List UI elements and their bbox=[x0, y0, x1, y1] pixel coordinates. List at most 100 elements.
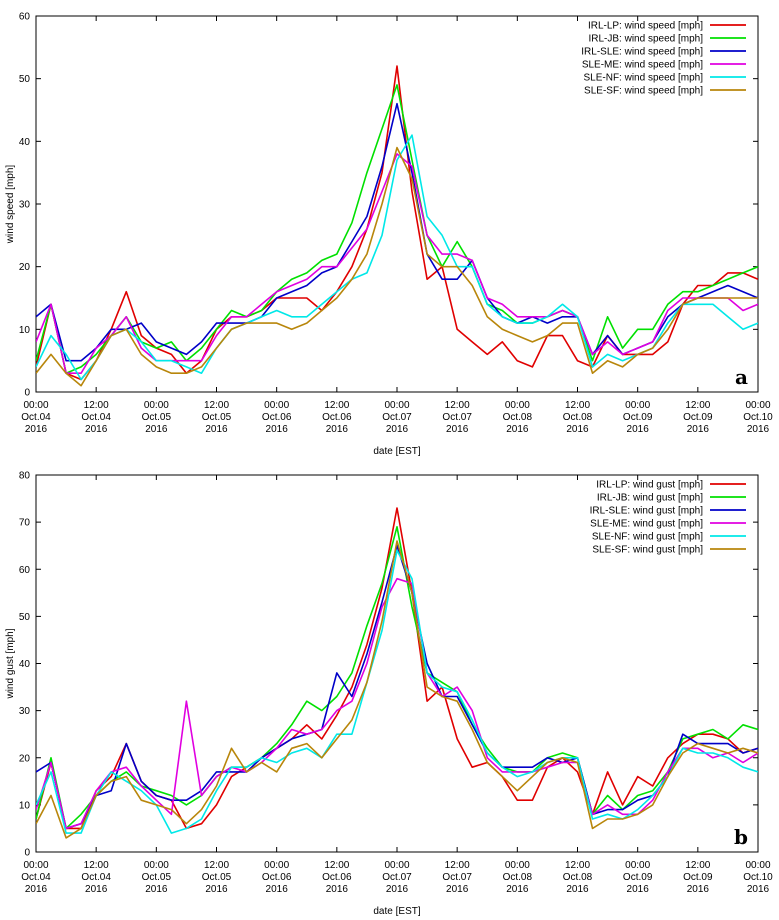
x-tick-label: 2016 bbox=[566, 884, 589, 895]
y-tick-label: 20 bbox=[19, 753, 31, 764]
x-tick-label: 00:00 bbox=[745, 860, 770, 871]
x-tick-label: 12:00 bbox=[84, 860, 109, 871]
x-tick-label: 12:00 bbox=[324, 400, 349, 411]
x-tick-label: Oct.05 bbox=[142, 872, 172, 883]
x-tick-label: Oct.10 bbox=[743, 412, 773, 423]
x-tick-label: Oct.07 bbox=[442, 412, 472, 423]
x-tick-label: 00:00 bbox=[264, 860, 289, 871]
wind-speed-chart: 010203040506000:00Oct.04201612:00Oct.042… bbox=[5, 12, 773, 458]
y-tick-label: 20 bbox=[19, 262, 31, 273]
y-tick-label: 0 bbox=[24, 388, 30, 399]
y-tick-label: 30 bbox=[19, 200, 31, 211]
x-tick-label: 00:00 bbox=[625, 860, 650, 871]
y-tick-label: 60 bbox=[19, 565, 31, 576]
series-line-sle-sf bbox=[36, 146, 758, 387]
x-tick-label: 2016 bbox=[205, 424, 228, 435]
x-tick-label: 2016 bbox=[747, 424, 770, 435]
series-line-irl-lp bbox=[36, 507, 758, 830]
x-tick-label: 00:00 bbox=[23, 400, 48, 411]
y-tick-label: 10 bbox=[19, 800, 31, 811]
x-tick-label: 2016 bbox=[266, 424, 289, 435]
x-tick-label: 00:00 bbox=[505, 860, 530, 871]
x-tick-label: Oct.08 bbox=[563, 872, 593, 883]
x-tick-label: 2016 bbox=[687, 424, 710, 435]
series-line-irl-jb bbox=[36, 84, 758, 375]
y-axis-title: wind gust [mph] bbox=[5, 628, 16, 699]
x-tick-label: 12:00 bbox=[204, 400, 229, 411]
x-tick-label: 2016 bbox=[446, 424, 469, 435]
x-tick-label: Oct.09 bbox=[683, 412, 713, 423]
x-tick-label: 12:00 bbox=[685, 860, 710, 871]
y-tick-label: 30 bbox=[19, 706, 31, 717]
legend-label-sle-nf: SLE-NF: wind speed [mph] bbox=[584, 73, 704, 84]
x-tick-label: 00:00 bbox=[384, 400, 409, 411]
x-tick-label: 00:00 bbox=[144, 860, 169, 871]
x-tick-label: 00:00 bbox=[23, 860, 48, 871]
y-axis-title: wind speed [mph] bbox=[5, 165, 16, 245]
x-tick-label: 2016 bbox=[627, 884, 650, 895]
x-tick-label: Oct.06 bbox=[322, 412, 352, 423]
x-tick-label: 2016 bbox=[145, 424, 168, 435]
x-tick-label: 2016 bbox=[25, 424, 48, 435]
legend-label-sle-me: SLE-ME: wind speed [mph] bbox=[582, 60, 703, 71]
series-line-irl-jb bbox=[36, 525, 758, 830]
x-tick-label: 2016 bbox=[506, 884, 529, 895]
x-tick-label: 2016 bbox=[85, 884, 108, 895]
x-tick-label: Oct.04 bbox=[81, 872, 111, 883]
y-tick-label: 80 bbox=[19, 471, 31, 482]
x-tick-label: 2016 bbox=[266, 884, 289, 895]
x-tick-label: Oct.06 bbox=[262, 872, 292, 883]
x-tick-label: Oct.06 bbox=[322, 872, 352, 883]
x-tick-label: 12:00 bbox=[565, 400, 590, 411]
x-tick-label: Oct.09 bbox=[623, 412, 653, 423]
legend-label-irl-sle: IRL-SLE: wind gust [mph] bbox=[590, 506, 704, 517]
x-tick-label: 2016 bbox=[747, 884, 770, 895]
legend-label-irl-lp: IRL-LP: wind gust [mph] bbox=[596, 480, 703, 491]
x-tick-label: Oct.06 bbox=[262, 412, 292, 423]
x-tick-label: 12:00 bbox=[445, 400, 470, 411]
x-tick-label: Oct.08 bbox=[503, 872, 533, 883]
x-tick-label: 2016 bbox=[386, 424, 409, 435]
legend-label-irl-lp: IRL-LP: wind speed [mph] bbox=[588, 21, 703, 32]
legend-label-sle-nf: SLE-NF: wind gust [mph] bbox=[592, 532, 703, 543]
y-tick-label: 10 bbox=[19, 325, 31, 336]
x-tick-label: Oct.04 bbox=[21, 872, 51, 883]
x-tick-label: Oct.10 bbox=[743, 872, 773, 883]
x-tick-label: Oct.09 bbox=[683, 872, 713, 883]
y-tick-label: 0 bbox=[24, 848, 30, 859]
x-tick-label: Oct.07 bbox=[442, 872, 472, 883]
x-tick-label: Oct.08 bbox=[503, 412, 533, 423]
x-tick-label: 00:00 bbox=[625, 400, 650, 411]
series-line-sle-nf bbox=[36, 549, 758, 834]
x-tick-label: 12:00 bbox=[445, 860, 470, 871]
x-tick-label: 00:00 bbox=[745, 400, 770, 411]
y-tick-label: 70 bbox=[19, 518, 31, 529]
y-tick-label: 50 bbox=[19, 74, 31, 85]
x-tick-label: 2016 bbox=[446, 884, 469, 895]
x-tick-label: 2016 bbox=[506, 424, 529, 435]
panel-letter: a bbox=[735, 365, 748, 389]
x-tick-label: 2016 bbox=[566, 424, 589, 435]
x-tick-label: 2016 bbox=[85, 424, 108, 435]
x-tick-label: 2016 bbox=[687, 884, 710, 895]
x-tick-label: 12:00 bbox=[84, 400, 109, 411]
y-tick-label: 50 bbox=[19, 612, 31, 623]
y-tick-label: 60 bbox=[19, 12, 31, 23]
x-tick-label: 2016 bbox=[326, 884, 349, 895]
series-line-irl-sle bbox=[36, 102, 758, 362]
legend-label-sle-sf: SLE-SF: wind gust [mph] bbox=[592, 545, 703, 556]
x-tick-label: Oct.05 bbox=[142, 412, 172, 423]
x-tick-label: Oct.04 bbox=[81, 412, 111, 423]
legend-label-irl-sle: IRL-SLE: wind speed [mph] bbox=[581, 47, 703, 58]
x-tick-label: 00:00 bbox=[384, 860, 409, 871]
legend-label-sle-sf: SLE-SF: wind speed [mph] bbox=[584, 86, 703, 97]
x-tick-label: 2016 bbox=[386, 884, 409, 895]
x-tick-label: 2016 bbox=[205, 884, 228, 895]
series-line-irl-sle bbox=[36, 544, 758, 830]
x-tick-label: 2016 bbox=[627, 424, 650, 435]
series-line-irl-lp bbox=[36, 65, 758, 381]
x-tick-label: Oct.04 bbox=[21, 412, 51, 423]
x-tick-label: Oct.07 bbox=[382, 872, 412, 883]
legend-label-irl-jb: IRL-JB: wind speed [mph] bbox=[589, 34, 704, 45]
x-tick-label: 12:00 bbox=[324, 860, 349, 871]
